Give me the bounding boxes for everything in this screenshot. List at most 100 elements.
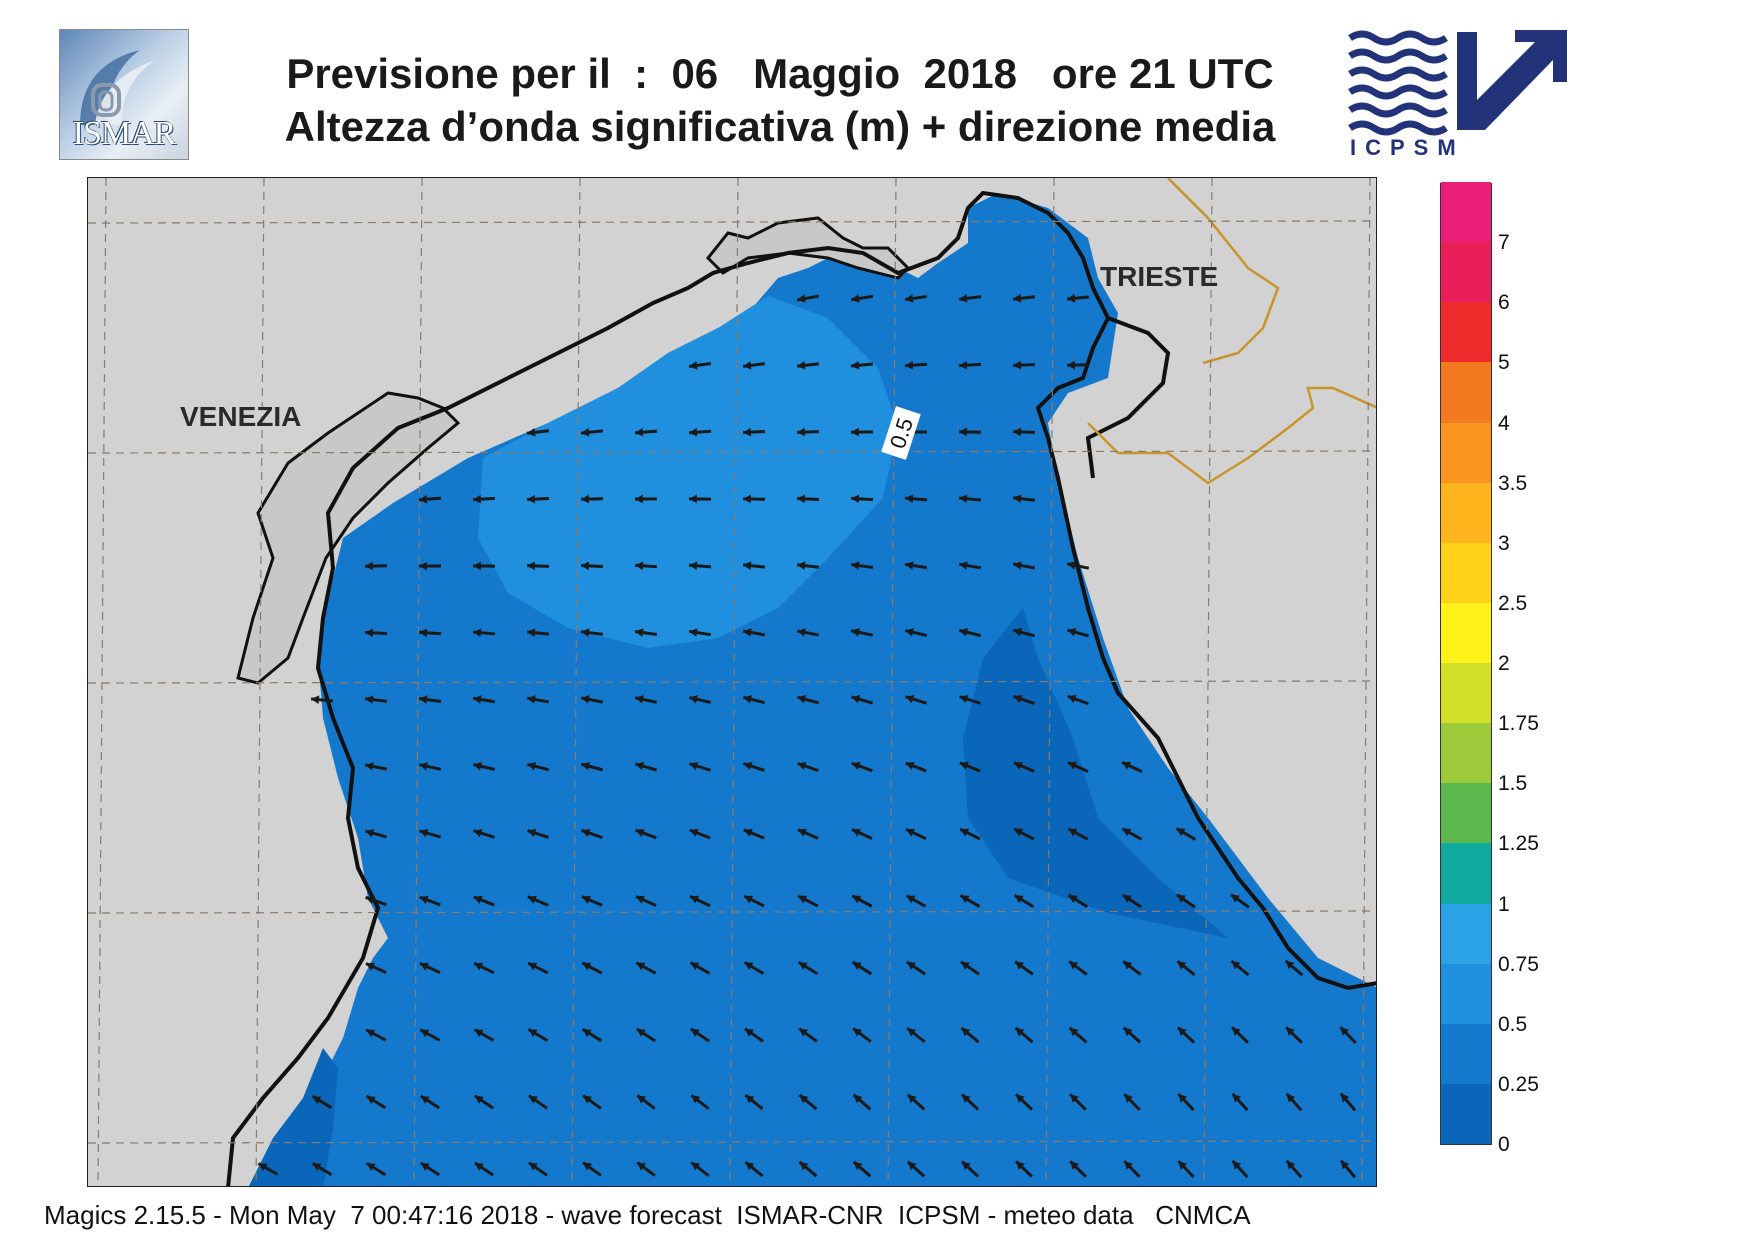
wave-direction-arrow — [1013, 761, 1035, 773]
wave-direction-arrow — [365, 895, 387, 907]
legend-cell — [1441, 1083, 1491, 1144]
wave-direction-arrow — [1176, 893, 1196, 909]
wave-direction-arrow — [364, 561, 388, 571]
wave-direction-arrow — [634, 628, 658, 637]
wave-direction-arrow — [742, 361, 766, 370]
ismar-logo: ISMAR — [59, 29, 189, 160]
wave-direction-arrow — [636, 1161, 656, 1177]
wave-direction-arrow — [1123, 1160, 1141, 1178]
legend-cell — [1441, 302, 1491, 363]
legend-cell — [1441, 723, 1491, 784]
wave-direction-arrow — [1285, 1092, 1303, 1112]
wave-direction-arrow — [635, 761, 657, 772]
wave-direction-arrow — [1067, 893, 1089, 909]
wave-direction-arrow — [364, 628, 388, 638]
wave-direction-arrow — [635, 828, 657, 840]
wave-direction-arrow — [796, 695, 820, 705]
wave-direction-arrow — [419, 1094, 441, 1110]
legend-label: 0.5 — [1498, 1012, 1528, 1036]
wave-direction-arrow — [796, 628, 820, 637]
wave-direction-arrow — [742, 695, 766, 705]
wave-direction-arrow — [1012, 628, 1036, 638]
wave-direction-arrow — [904, 294, 928, 303]
wave-direction-arrow — [851, 894, 873, 908]
wave-direction-arrow — [960, 1026, 980, 1044]
wave-direction-arrow — [418, 628, 442, 638]
wave-direction-arrow — [580, 428, 604, 437]
wave-direction-arrow — [850, 561, 874, 570]
wave-direction-arrow — [310, 695, 334, 704]
wave-direction-arrow — [742, 628, 766, 637]
wave-direction-arrow — [418, 762, 442, 771]
grid-parallel — [88, 680, 1376, 684]
legend-cell — [1441, 182, 1491, 243]
wave-direction-arrow — [311, 1162, 333, 1176]
legend-label: 0 — [1498, 1133, 1510, 1156]
wave-direction-arrow — [1012, 294, 1036, 303]
wave-direction-arrow — [1230, 893, 1250, 909]
wave-direction-arrow — [635, 895, 657, 907]
wave-direction-arrow — [798, 1160, 818, 1178]
wave-direction-arrows — [257, 293, 1357, 1179]
wave-direction-arrow — [742, 561, 766, 570]
wave-direction-arrow — [1123, 1093, 1141, 1111]
grid-meridian — [1203, 178, 1213, 1186]
wave-direction-arrow — [473, 895, 495, 907]
legend-label: 1.5 — [1498, 772, 1528, 796]
wave-direction-arrow — [636, 1094, 656, 1110]
wave-direction-arrow — [634, 561, 658, 571]
wave-direction-arrow — [1066, 360, 1090, 370]
icpsm-logo-text: ICPSM — [1350, 135, 1465, 160]
wave-direction-arrow — [635, 961, 657, 975]
wave-direction-arrow — [1012, 561, 1036, 570]
legend-label: 3 — [1498, 531, 1510, 555]
wave-direction-arrow — [743, 828, 765, 840]
legend-label: 2.5 — [1498, 591, 1528, 615]
legend-label: 3.5 — [1498, 471, 1528, 495]
wave-direction-arrow — [1066, 561, 1090, 570]
wave-direction-arrow — [1013, 694, 1035, 705]
wave-direction-arrow — [472, 762, 496, 771]
wave-direction-arrow — [1068, 960, 1088, 976]
wave-direction-arrow — [744, 1160, 764, 1178]
forecast-subtitle: Altezza d’onda significativa (m) + direz… — [284, 103, 1276, 150]
wave-direction-arrow — [418, 695, 442, 704]
wave-direction-arrow — [473, 961, 495, 975]
wave-direction-arrow — [904, 561, 928, 570]
wave-direction-arrow — [526, 561, 550, 571]
wave-direction-arrow — [526, 628, 550, 637]
wave-direction-arrow — [1122, 1026, 1142, 1044]
grid-meridian — [1045, 178, 1055, 1186]
wave-direction-arrow — [364, 695, 388, 704]
map-grid — [88, 178, 1376, 1186]
wave-direction-arrow — [959, 827, 981, 841]
wave-direction-arrow — [527, 895, 549, 907]
wave-direction-arrow — [959, 694, 981, 705]
wave-direction-arrow — [419, 895, 441, 907]
legend-cell — [1441, 963, 1491, 1024]
sea-area-high — [478, 296, 898, 648]
wave-direction-arrow — [958, 294, 982, 303]
wave-direction-arrow — [311, 1095, 333, 1109]
wave-direction-arrow — [582, 1094, 602, 1110]
footer-credits: Magics 2.15.5 - Mon May 7 00:47:16 2018 … — [44, 1200, 1251, 1230]
wave-direction-arrow — [580, 561, 604, 571]
wave-direction-arrow — [960, 1160, 980, 1178]
legend-cell — [1441, 602, 1491, 663]
wave-direction-arrow — [1014, 1026, 1034, 1044]
wave-direction-arrow — [742, 427, 766, 437]
wave-direction-arrow — [852, 1093, 872, 1111]
wave-direction-arrow — [634, 494, 658, 504]
wave-direction-arrow — [851, 828, 873, 840]
legend-label: 4 — [1498, 411, 1510, 435]
wave-direction-arrow — [796, 494, 820, 504]
wave-direction-arrow — [1068, 1026, 1088, 1044]
wave-direction-arrow — [905, 694, 927, 705]
ismar-logo-text: ISMAR — [72, 115, 177, 152]
wave-direction-arrow — [797, 828, 819, 840]
wave-direction-arrow — [906, 1027, 926, 1043]
wave-direction-arrow — [526, 494, 550, 504]
wave-direction-arrow — [1177, 1159, 1195, 1179]
wave-direction-arrow — [743, 894, 765, 908]
wave-direction-arrow — [365, 962, 387, 974]
